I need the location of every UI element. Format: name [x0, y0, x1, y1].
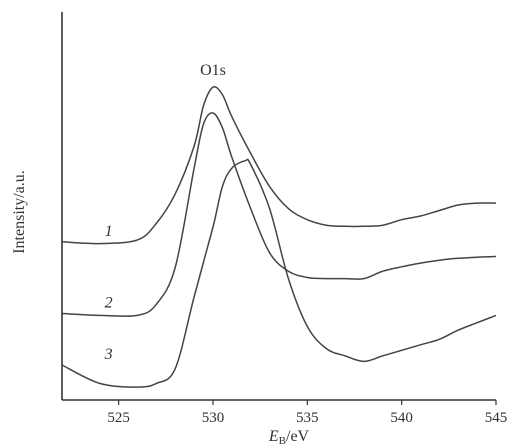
x-tick-label: 530 [202, 410, 225, 426]
y-axis-title: Intensity/a.u. [11, 170, 28, 254]
curves [61, 86, 497, 388]
series-2-line [61, 112, 497, 318]
series-1-line [61, 86, 497, 245]
x-tick-label: 545 [485, 410, 508, 426]
x-tick-label: 540 [390, 410, 413, 426]
series-2-label: 2 [105, 295, 113, 312]
labels: EB/eV Intensity/a.u. 1 2 3 O1s [11, 62, 310, 447]
axes: 525 530 535 540 545 [61, 12, 508, 426]
series-1-label: 1 [105, 223, 113, 240]
x-axis-title: EB/eV [268, 428, 310, 447]
peak-annotation: O1s [200, 62, 226, 79]
series-3-label: 3 [104, 346, 113, 363]
series-3-line [61, 158, 497, 388]
x-tick-label: 525 [107, 410, 130, 426]
x-tick-label: 535 [296, 410, 319, 426]
